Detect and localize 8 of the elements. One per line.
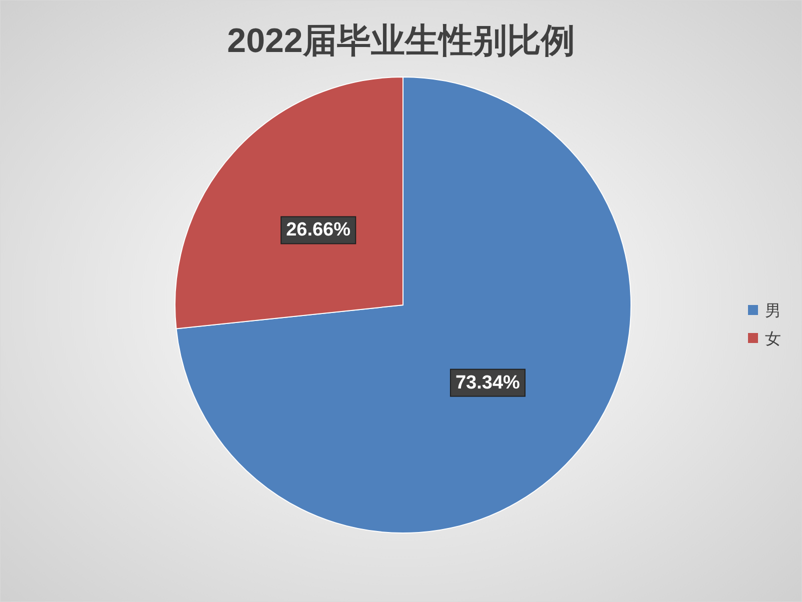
- chart-title: 2022届毕业生性别比例: [227, 22, 575, 60]
- data-label: 73.34%: [455, 372, 520, 394]
- pie-slice: [176, 76, 632, 534]
- data-label: 26.66%: [286, 220, 351, 241]
- slice-label: 男: [765, 301, 781, 320]
- legend-item: 男: [748, 301, 781, 320]
- legend-label: 女: [765, 329, 781, 348]
- legend-item: 女: [748, 329, 781, 348]
